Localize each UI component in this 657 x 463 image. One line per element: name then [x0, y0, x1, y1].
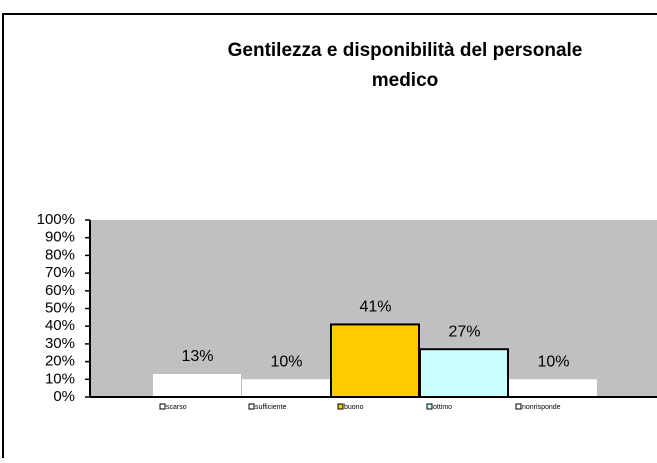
legend-label: scarso [166, 404, 187, 411]
data-label: 41% [359, 299, 391, 316]
legend-swatch [426, 403, 433, 410]
legend-label: ottimo [433, 404, 452, 411]
legend-swatch [248, 403, 255, 410]
data-label: 13% [181, 348, 213, 365]
chart-title: Gentilezza e disponibilità del personale [228, 40, 583, 61]
y-tick-label: 50% [45, 299, 75, 316]
bar [153, 373, 241, 397]
y-tick-label: 100% [37, 211, 75, 228]
y-tick-label: 80% [45, 246, 75, 263]
bar [330, 323, 420, 398]
bar [509, 379, 597, 397]
y-tick-label: 40% [45, 317, 75, 334]
data-label: 10% [537, 354, 569, 371]
chart-title: medico [372, 70, 439, 91]
legend-swatch [337, 403, 344, 410]
data-label: 27% [448, 323, 480, 340]
y-tick-label: 90% [45, 229, 75, 246]
y-tick-label: 0% [53, 388, 75, 405]
legend-swatch [159, 403, 166, 410]
y-tick-label: 60% [45, 282, 75, 299]
legend-label: nonrisponde [522, 404, 561, 411]
legend-swatch [515, 403, 522, 410]
y-tick-label: 30% [45, 335, 75, 352]
legend-label: buono [344, 404, 364, 411]
legend-label: sufficiente [255, 404, 286, 411]
y-tick-label: 20% [45, 353, 75, 370]
data-label: 10% [270, 354, 302, 371]
bar [242, 379, 330, 397]
y-tick-label: 10% [45, 370, 75, 387]
y-tick-label: 70% [45, 264, 75, 281]
bar [419, 348, 509, 398]
